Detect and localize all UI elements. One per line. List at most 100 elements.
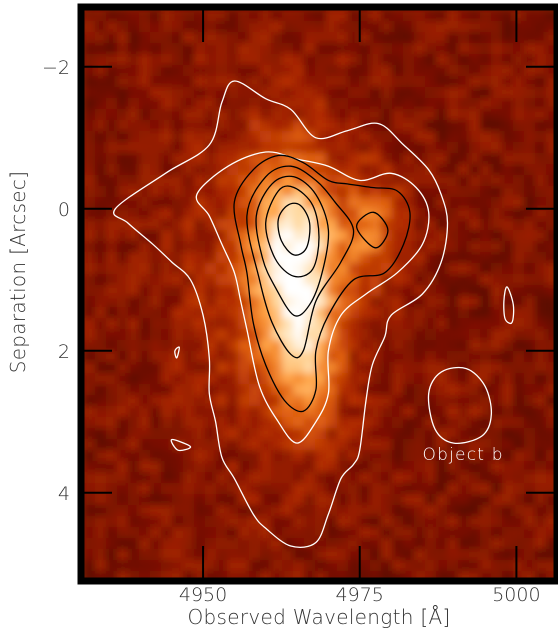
- heatmap-cell: [150, 296, 162, 308]
- heatmap-cell: [447, 483, 459, 495]
- heatmap-cell: [480, 483, 492, 495]
- heatmap-cell: [403, 384, 415, 396]
- heatmap-cell: [139, 560, 151, 572]
- heatmap-cell: [447, 340, 459, 352]
- heatmap-cell: [480, 175, 492, 187]
- heatmap-cell: [282, 32, 294, 44]
- heatmap-cell: [535, 307, 547, 319]
- heatmap-cell: [458, 483, 470, 495]
- heatmap-cell: [150, 54, 162, 66]
- heatmap-cell: [238, 131, 250, 143]
- heatmap-cell: [205, 296, 217, 308]
- heatmap-cell: [436, 516, 448, 528]
- heatmap-cell: [271, 406, 283, 418]
- heatmap-cell: [480, 439, 492, 451]
- heatmap-cell: [491, 186, 503, 198]
- heatmap-cell: [414, 153, 426, 165]
- heatmap-cell: [106, 131, 118, 143]
- heatmap-cell: [370, 362, 382, 374]
- heatmap-cell: [524, 571, 536, 578]
- heatmap-cell: [447, 10, 459, 22]
- heatmap-cell: [491, 428, 503, 440]
- heatmap-cell: [172, 373, 184, 385]
- heatmap-cell: [95, 296, 107, 308]
- heatmap-cell: [183, 87, 195, 99]
- heatmap-cell: [238, 373, 250, 385]
- heatmap-cell: [491, 483, 503, 495]
- heatmap-cell: [161, 307, 173, 319]
- heatmap-cell: [546, 351, 554, 363]
- heatmap-cell: [282, 307, 294, 319]
- heatmap-cell: [315, 428, 327, 440]
- heatmap-cell: [403, 318, 415, 330]
- heatmap-cell: [524, 120, 536, 132]
- heatmap-cell: [172, 230, 184, 242]
- heatmap-cell: [480, 527, 492, 539]
- heatmap-cell: [172, 527, 184, 539]
- heatmap-cell: [161, 208, 173, 220]
- heatmap-cell: [359, 549, 371, 561]
- heatmap-cell: [502, 428, 514, 440]
- heatmap-cell: [84, 10, 96, 22]
- heatmap-cell: [238, 87, 250, 99]
- heatmap-cell: [150, 461, 162, 473]
- heatmap-cell: [172, 131, 184, 143]
- heatmap-cell: [348, 318, 360, 330]
- heatmap-cell: [194, 560, 206, 572]
- heatmap-cell: [348, 406, 360, 418]
- heatmap-cell: [447, 263, 459, 275]
- heatmap-cell: [414, 516, 426, 528]
- heatmap-cell: [183, 230, 195, 242]
- heatmap-cell: [95, 494, 107, 506]
- heatmap-cell: [535, 494, 547, 506]
- heatmap-cell: [425, 538, 437, 550]
- heatmap-cell: [535, 384, 547, 396]
- heatmap-cell: [315, 461, 327, 473]
- heatmap-cell: [84, 164, 96, 176]
- heatmap-cell: [282, 549, 294, 561]
- heatmap-cell: [183, 219, 195, 231]
- heatmap-cell: [106, 450, 118, 462]
- heatmap-cell: [447, 494, 459, 506]
- heatmap-cell: [414, 296, 426, 308]
- heatmap-cell: [106, 560, 118, 572]
- heatmap-cell: [359, 351, 371, 363]
- heatmap-cell: [172, 538, 184, 550]
- heatmap-cell: [315, 10, 327, 22]
- heatmap-cell: [139, 362, 151, 374]
- heatmap-cell: [260, 461, 272, 473]
- heatmap-cell: [95, 186, 107, 198]
- heatmap-cell: [304, 571, 316, 578]
- heatmap-cell: [282, 428, 294, 440]
- heatmap-cell: [392, 549, 404, 561]
- heatmap-cell: [249, 318, 261, 330]
- heatmap-cell: [260, 417, 272, 429]
- heatmap-cell: [370, 120, 382, 132]
- heatmap-cell: [95, 65, 107, 77]
- heatmap-cell: [95, 461, 107, 473]
- heatmap-cell: [326, 10, 338, 22]
- heatmap-cell: [348, 483, 360, 495]
- heatmap-cell: [172, 307, 184, 319]
- heatmap-cell: [304, 439, 316, 451]
- heatmap-cell: [480, 208, 492, 220]
- heatmap-cell: [194, 219, 206, 231]
- heatmap-cell: [414, 274, 426, 286]
- heatmap-cell: [414, 21, 426, 33]
- heatmap-cell: [95, 175, 107, 187]
- heatmap-cell: [546, 373, 554, 385]
- heatmap-cell: [326, 43, 338, 55]
- heatmap-cell: [546, 186, 554, 198]
- heatmap-cell: [447, 472, 459, 484]
- heatmap-cell: [249, 10, 261, 22]
- heatmap-cell: [128, 417, 140, 429]
- heatmap-cell: [436, 307, 448, 319]
- heatmap-cell: [205, 76, 217, 88]
- heatmap-cell: [502, 450, 514, 462]
- heatmap-cell: [469, 406, 481, 418]
- heatmap-cell: [249, 274, 261, 286]
- heatmap-cell: [249, 197, 261, 209]
- heatmap-cell: [425, 461, 437, 473]
- heatmap-cell: [436, 76, 448, 88]
- heatmap-cell: [249, 164, 261, 176]
